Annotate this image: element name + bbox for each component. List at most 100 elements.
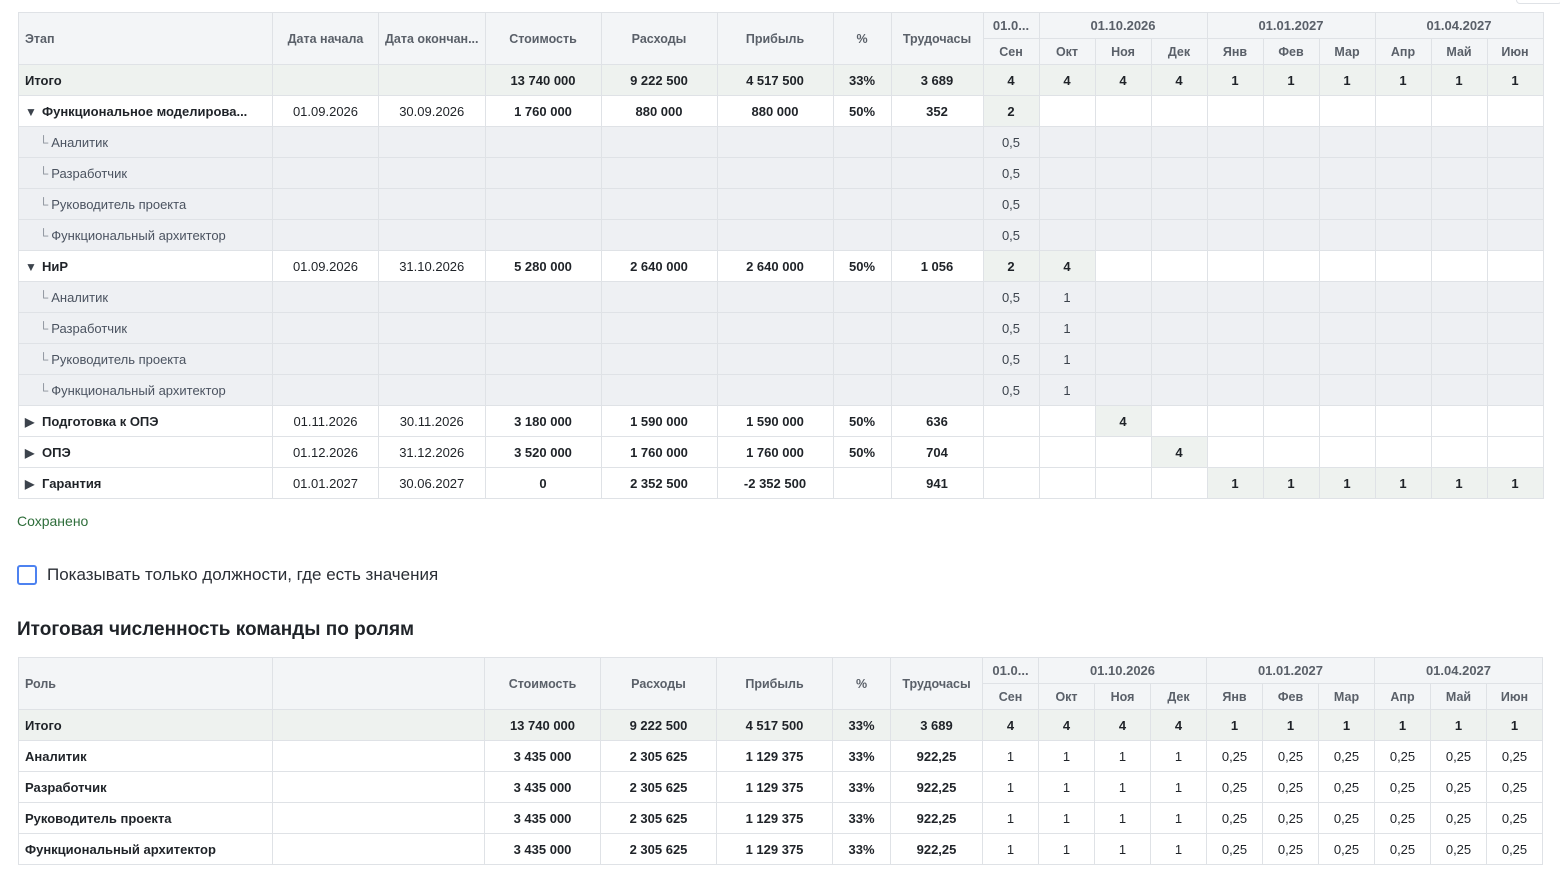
month-cell-feb[interactable] — [1262, 343, 1320, 375]
month-cell-jan[interactable] — [1206, 312, 1264, 344]
month-cell-apr[interactable] — [1374, 126, 1432, 158]
month-cell-mar[interactable] — [1318, 219, 1376, 251]
month-cell-may[interactable] — [1430, 219, 1488, 251]
month-cell-may[interactable] — [1430, 188, 1488, 220]
month-cell-sep[interactable]: 0,5 — [982, 374, 1040, 406]
month-cell-mar[interactable] — [1318, 188, 1376, 220]
month-cell-oct[interactable] — [1038, 95, 1096, 127]
month-cell-apr[interactable] — [1374, 219, 1432, 251]
col-percent[interactable]: % — [832, 657, 891, 710]
month-cell-mar[interactable]: 1 — [1318, 64, 1376, 96]
stage-row[interactable]: ▶ ОПЭ 01.12.2026 31.12.2026 3 520 000 1 760 0… — [18, 436, 1544, 468]
month-cell-nov[interactable] — [1094, 312, 1152, 344]
month-cell-oct[interactable]: 1 — [1038, 281, 1096, 313]
month-cell-may[interactable] — [1430, 157, 1488, 189]
month-cell-mar[interactable] — [1318, 95, 1376, 127]
month-cell-may[interactable] — [1430, 95, 1488, 127]
month-cell-dec[interactable] — [1150, 281, 1208, 313]
month-cell-nov[interactable]: 4 — [1094, 64, 1152, 96]
month-cell-nov[interactable] — [1094, 157, 1152, 189]
month-cell-sep[interactable]: 4 — [982, 64, 1040, 96]
month-cell-dec[interactable] — [1150, 405, 1208, 437]
month-cell-feb[interactable] — [1262, 405, 1320, 437]
month-cell-may[interactable] — [1430, 374, 1488, 406]
month-cell-sep[interactable] — [982, 405, 1040, 437]
month-cell-jan[interactable]: 1 — [1206, 64, 1264, 96]
month-cell-feb[interactable] — [1262, 312, 1320, 344]
month-cell-feb[interactable] — [1262, 374, 1320, 406]
col-expenses[interactable]: Расходы — [600, 12, 718, 65]
month-cell-mar[interactable] — [1318, 281, 1376, 313]
month-cell-jun[interactable] — [1486, 312, 1544, 344]
month-cell-sep[interactable]: 0,5 — [982, 312, 1040, 344]
col-hours[interactable]: Трудочасы — [890, 12, 984, 65]
month-cell-jun[interactable] — [1486, 250, 1544, 282]
month-cell-jan[interactable] — [1206, 188, 1264, 220]
month-cell-dec[interactable] — [1150, 343, 1208, 375]
month-cell-dec[interactable] — [1150, 95, 1208, 127]
month-cell-feb[interactable] — [1262, 188, 1320, 220]
month-cell-apr[interactable] — [1374, 374, 1432, 406]
month-cell-mar[interactable] — [1318, 312, 1376, 344]
month-cell-sep[interactable]: 2 — [982, 250, 1040, 282]
month-cell-jan[interactable] — [1206, 219, 1264, 251]
month-cell-mar[interactable] — [1318, 405, 1376, 437]
col-profit[interactable]: Прибыль — [716, 12, 834, 65]
month-cell-nov[interactable] — [1094, 467, 1152, 499]
col-hours[interactable]: Трудочасы — [890, 657, 983, 710]
month-cell-apr[interactable] — [1374, 95, 1432, 127]
month-cell-feb[interactable]: 1 — [1262, 64, 1320, 96]
month-cell-mar[interactable] — [1318, 157, 1376, 189]
month-cell-jan[interactable] — [1206, 250, 1264, 282]
month-cell-dec[interactable] — [1150, 126, 1208, 158]
month-cell-may[interactable] — [1430, 126, 1488, 158]
month-cell-may[interactable] — [1430, 436, 1488, 468]
month-cell-jun[interactable]: 1 — [1486, 467, 1544, 499]
month-cell-feb[interactable]: 1 — [1262, 467, 1320, 499]
caret-right-icon[interactable]: ▶ — [25, 414, 35, 429]
month-cell-jun[interactable] — [1486, 281, 1544, 313]
month-cell-nov[interactable] — [1094, 250, 1152, 282]
month-cell-apr[interactable] — [1374, 405, 1432, 437]
col-cost[interactable]: Стоимость — [484, 12, 602, 65]
month-cell-nov[interactable] — [1094, 436, 1152, 468]
month-cell-apr[interactable] — [1374, 312, 1432, 344]
month-cell-dec[interactable] — [1150, 157, 1208, 189]
month-cell-jan[interactable] — [1206, 405, 1264, 437]
month-cell-jan[interactable] — [1206, 436, 1264, 468]
month-cell-nov[interactable] — [1094, 374, 1152, 406]
month-cell-sep[interactable]: 0,5 — [982, 343, 1040, 375]
month-cell-oct[interactable] — [1038, 467, 1096, 499]
col-role[interactable]: Роль — [18, 657, 273, 710]
month-cell-may[interactable]: 1 — [1430, 467, 1488, 499]
month-cell-jan[interactable] — [1206, 281, 1264, 313]
col-profit[interactable]: Прибыль — [716, 657, 833, 710]
month-cell-dec[interactable] — [1150, 467, 1208, 499]
month-cell-feb[interactable] — [1262, 281, 1320, 313]
stage-row[interactable]: ▼ Функциональное моделирова... 01.09.2026 3… — [18, 95, 1544, 127]
month-cell-may[interactable] — [1430, 312, 1488, 344]
month-cell-mar[interactable]: 1 — [1318, 467, 1376, 499]
month-cell-feb[interactable] — [1262, 250, 1320, 282]
month-cell-jun[interactable]: 1 — [1486, 64, 1544, 96]
month-cell-jun[interactable] — [1486, 374, 1544, 406]
month-cell-jan[interactable] — [1206, 374, 1264, 406]
col-cost[interactable]: Стоимость — [484, 657, 601, 710]
month-cell-nov[interactable] — [1094, 126, 1152, 158]
col-start[interactable]: Дата начала — [272, 12, 379, 65]
month-cell-oct[interactable] — [1038, 126, 1096, 158]
month-cell-sep[interactable]: 0,5 — [982, 157, 1040, 189]
month-cell-dec[interactable] — [1150, 250, 1208, 282]
caret-right-icon[interactable]: ▶ — [25, 445, 35, 460]
col-stage[interactable]: Этап — [18, 12, 273, 65]
month-cell-sep[interactable]: 0,5 — [982, 219, 1040, 251]
month-cell-apr[interactable] — [1374, 188, 1432, 220]
month-cell-feb[interactable] — [1262, 95, 1320, 127]
month-cell-jun[interactable] — [1486, 436, 1544, 468]
month-cell-may[interactable] — [1430, 405, 1488, 437]
month-cell-oct[interactable] — [1038, 188, 1096, 220]
month-cell-sep[interactable] — [982, 467, 1040, 499]
month-cell-nov[interactable] — [1094, 95, 1152, 127]
month-cell-dec[interactable] — [1150, 188, 1208, 220]
month-cell-may[interactable] — [1430, 250, 1488, 282]
